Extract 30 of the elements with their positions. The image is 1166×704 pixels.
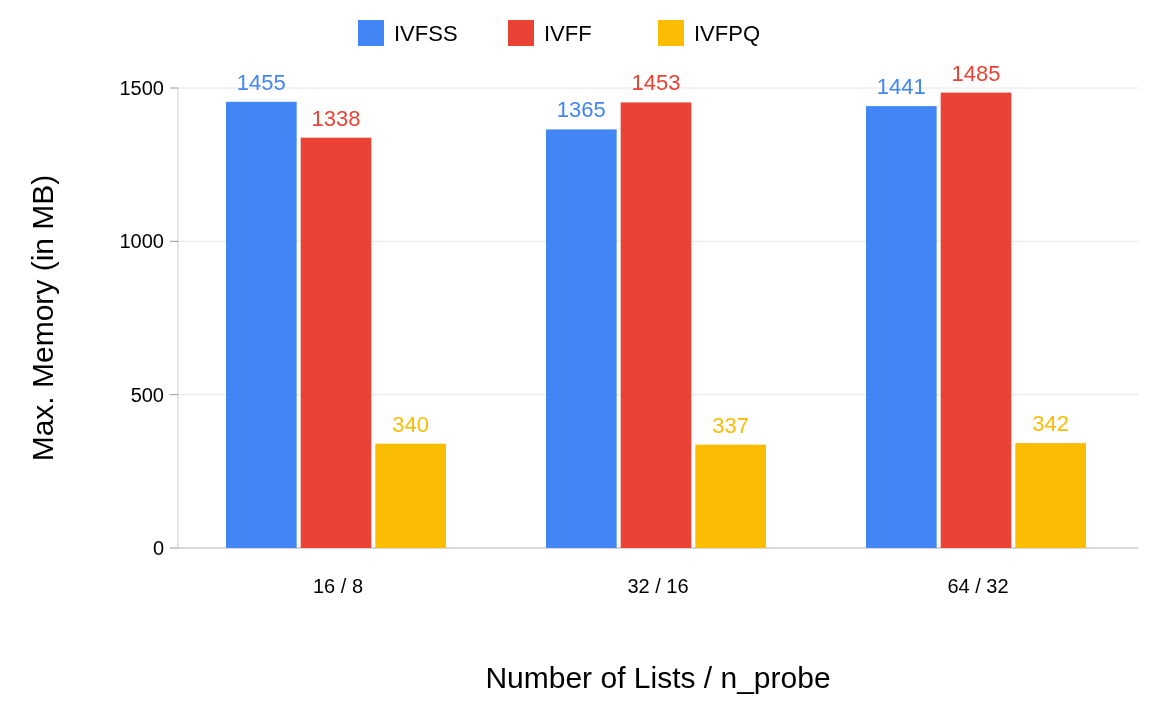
bar [620,102,692,548]
bar [546,129,617,548]
bar [375,443,446,548]
data-label: 337 [712,412,750,438]
bar [695,444,766,548]
legend-label: IVFPQ [694,20,761,46]
y-tick-label: 0 [152,537,164,559]
bar [300,137,372,548]
x-axis-title: Number of Lists / n_probe [485,661,831,694]
bar [226,101,297,548]
y-tick-label: 500 [130,383,164,406]
x-tick-label: 16 / 8 [312,575,364,597]
y-axis-title: Max. Memory (in MB) [26,174,59,462]
data-label: 1485 [951,60,1001,86]
bar [1015,443,1086,548]
data-label: 342 [1032,411,1070,437]
legend-label: IVFSS [394,20,458,46]
data-label: 340 [392,411,430,437]
bar [940,92,1012,548]
data-label: 1441 [876,74,926,100]
x-tick-label: 64 / 32 [947,575,1009,597]
data-label: 1338 [311,105,361,131]
data-label: 1453 [631,70,681,96]
x-tick-label: 32 / 16 [627,575,689,597]
bar [866,106,937,548]
legend-label: IVFF [544,20,592,46]
y-tick-label: 1500 [119,77,164,99]
y-tick-label: 1000 [119,230,164,253]
data-label: 1365 [556,97,606,123]
data-label: 1455 [236,69,286,95]
